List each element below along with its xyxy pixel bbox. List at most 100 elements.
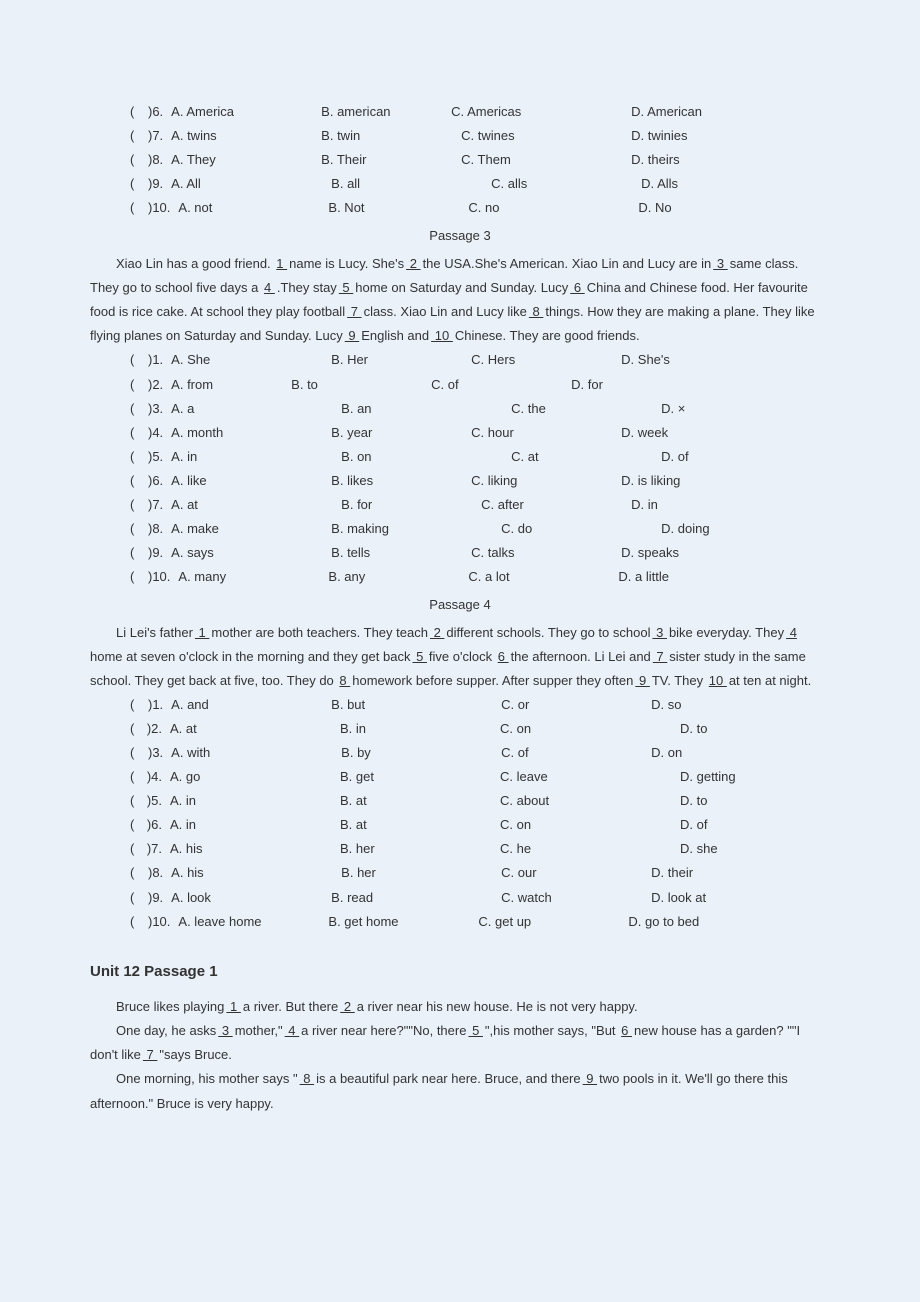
option-d: D. on	[651, 741, 801, 765]
option-c: C. Them	[461, 148, 631, 172]
option-row: ()5.A. inB. onC. atD. of	[90, 445, 830, 469]
option-c: C. our	[501, 861, 651, 885]
passage4-text: Li Lei's father 1 mother are both teache…	[90, 621, 830, 693]
p4-b7: 7	[651, 649, 669, 664]
option-c: C. Americas	[451, 100, 631, 124]
option-number: )7.	[148, 493, 163, 517]
option-a: A. with	[171, 741, 341, 765]
option-d: D. week	[621, 421, 771, 445]
paren-open: (	[130, 445, 148, 469]
option-c: C. no	[468, 196, 638, 220]
option-b: B. Her	[331, 348, 471, 372]
option-d: D. American	[631, 100, 781, 124]
option-number: )1.	[148, 348, 163, 372]
p3-s8: class. Xiao Lin and Lucy like	[364, 304, 527, 319]
option-a: A. his	[171, 861, 341, 885]
paren-open: (	[130, 886, 148, 910]
paren-open: (	[130, 517, 148, 541]
u12-b5: 5	[466, 1023, 484, 1038]
p3-s2: name is Lucy. She's	[289, 256, 404, 271]
u12-b4: 4	[283, 1023, 301, 1038]
option-a: A. at	[170, 717, 340, 741]
option-row: ()4.A. monthB. yearC. hourD. week	[90, 421, 830, 445]
p3-b4: 4	[262, 280, 277, 295]
option-c: C. liking	[471, 469, 621, 493]
option-number: )10.	[148, 196, 170, 220]
u12-b2: 2	[338, 999, 356, 1014]
u12p2-s4: ",his mother says, "But	[485, 1023, 619, 1038]
option-row: ()6.A. AmericaB. americanC. AmericasD. A…	[90, 100, 830, 124]
option-number: )1.	[148, 693, 163, 717]
option-a: A. in	[170, 813, 340, 837]
unit12-p1: Bruce likes playing 1 a river. But there…	[90, 995, 830, 1019]
option-d: D. a little	[618, 565, 768, 589]
option-b: B. at	[340, 789, 500, 813]
option-b: B. american	[321, 100, 451, 124]
section1-options: ()6.A. AmericaB. americanC. AmericasD. A…	[90, 100, 830, 220]
p3-b9: 9	[343, 328, 361, 343]
option-d: D. is liking	[621, 469, 771, 493]
option-row: ()2.A. fromB. toC. ofD. for	[90, 373, 830, 397]
option-number: )9.	[148, 541, 163, 565]
option-row: ()7.A. hisB. herC. heD. she	[90, 837, 830, 861]
option-d: D. in	[631, 493, 781, 517]
p4-b6: 6	[496, 649, 511, 664]
option-a: A. like	[171, 469, 331, 493]
paren-open: (	[130, 196, 148, 220]
option-b: B. to	[291, 373, 431, 397]
p3-b10: 10	[429, 328, 455, 343]
option-row: ()9.A. AllB. allC. allsD. Alls	[90, 172, 830, 196]
option-number: )4.	[148, 421, 163, 445]
option-row: ()3.A. aB. anC. theD. ×	[90, 397, 830, 421]
option-c: C. the	[511, 397, 661, 421]
p4-s1: Li Lei's father	[116, 625, 193, 640]
option-c: C. or	[501, 693, 651, 717]
p4-b5: 5	[410, 649, 428, 664]
option-row: ()3.A. withB. byC. ofD. on	[90, 741, 830, 765]
option-a: A. They	[171, 148, 321, 172]
option-row: ()5.A. inB. atC. aboutD. to	[90, 789, 830, 813]
paren-open: (	[130, 910, 148, 934]
option-a: A. in	[170, 789, 340, 813]
paren-open: (	[130, 565, 148, 589]
option-c: C. on	[500, 813, 680, 837]
option-b: B. but	[331, 693, 501, 717]
p3-b1: 1	[274, 256, 289, 271]
option-d: D. speaks	[621, 541, 771, 565]
option-b: B. tells	[331, 541, 471, 565]
option-a: A. in	[171, 445, 341, 469]
option-row: ()10.A. notB. NotC. noD. No	[90, 196, 830, 220]
u12p1-s1: Bruce likes playing	[116, 999, 224, 1014]
page-content: ()6.A. AmericaB. americanC. AmericasD. A…	[0, 0, 920, 1176]
paren-open: (	[130, 717, 147, 741]
passage3-text: Xiao Lin has a good friend. 1 name is Lu…	[90, 252, 830, 348]
option-a: A. look	[171, 886, 331, 910]
option-row: ()7.A. twinsB. twinC. twinesD. twinies	[90, 124, 830, 148]
p3-pre: Xiao Lin has a good friend.	[116, 256, 274, 271]
option-row: ()8.A. makeB. makingC. doD. doing	[90, 517, 830, 541]
option-c: C. twines	[461, 124, 631, 148]
option-c: C. Hers	[471, 348, 621, 372]
p4-b3: 3	[650, 625, 668, 640]
option-a: A. twins	[171, 124, 321, 148]
option-a: A. leave home	[178, 910, 328, 934]
paren-open: (	[130, 172, 148, 196]
option-a: A. go	[170, 765, 340, 789]
option-a: A. many	[178, 565, 328, 589]
section3-options: ()1.A. SheB. HerC. HersD. She's()2.A. fr…	[90, 348, 830, 588]
option-c: C. do	[501, 517, 661, 541]
option-row: ()9.A. saysB. tellsC. talksD. speaks	[90, 541, 830, 565]
option-b: B. Not	[328, 196, 468, 220]
option-number: )3.	[148, 741, 163, 765]
option-number: )6.	[148, 469, 163, 493]
p4-s2: mother are both teachers. They teach	[211, 625, 428, 640]
p3-b5: 5	[337, 280, 355, 295]
unit12-p2: One day, he asks 3 mother," 4 a river ne…	[90, 1019, 830, 1067]
u12p2-s2: mother,"	[235, 1023, 283, 1038]
option-row: ()1.A. SheB. HerC. HersD. She's	[90, 348, 830, 372]
paren-open: (	[130, 373, 148, 397]
section4-options: ()1.A. andB. butC. orD. so()2.A. atB. in…	[90, 693, 830, 933]
option-d: D. their	[651, 861, 801, 885]
p3-b8: 8	[527, 304, 545, 319]
paren-open: (	[130, 741, 148, 765]
